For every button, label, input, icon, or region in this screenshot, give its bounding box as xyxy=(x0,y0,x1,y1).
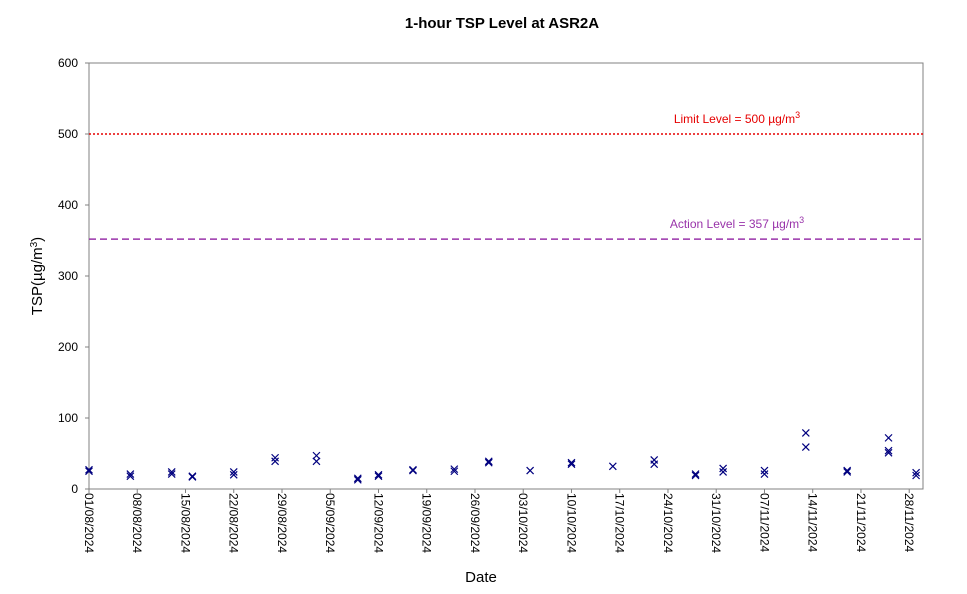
data-point xyxy=(843,466,852,475)
data-point xyxy=(167,470,176,479)
data-point xyxy=(526,466,535,475)
data-point xyxy=(229,470,238,479)
plot-area xyxy=(88,62,924,490)
data-point xyxy=(126,472,135,481)
y-axis-label: TSP(µg/m3) xyxy=(29,237,47,315)
data-point xyxy=(484,458,493,467)
data-point xyxy=(484,457,493,466)
data-point xyxy=(691,470,700,479)
x-tick-label: 19/09/2024 xyxy=(420,493,434,553)
x-tick-label: 05/09/2024 xyxy=(323,493,337,553)
data-point xyxy=(608,462,617,471)
data-point xyxy=(912,468,921,477)
data-point xyxy=(843,468,852,476)
data-points xyxy=(85,428,921,484)
data-point xyxy=(271,457,280,466)
reference-line-label-unit: µg/m xyxy=(772,217,799,231)
y-tick-label: 100 xyxy=(58,411,78,425)
x-tick-label: 10/10/2024 xyxy=(564,493,578,553)
x-tick-label: 15/08/2024 xyxy=(178,493,192,553)
data-point xyxy=(801,443,810,452)
x-tick-label: 21/11/2024 xyxy=(854,493,868,552)
y-axis-label-close: ) xyxy=(29,237,46,242)
x-tick-label: 14/11/2024 xyxy=(806,493,820,552)
y-axis-label-unit: µg/m xyxy=(29,247,46,281)
y-tick-label: 300 xyxy=(58,269,78,283)
data-point xyxy=(374,472,383,481)
x-tick-label: 22/08/2024 xyxy=(227,493,241,553)
x-tick-label: 12/09/2024 xyxy=(371,493,385,553)
x-axis-ticks: 01/08/2024 08/08/2024 15/08/2024 22/08/2024… xyxy=(82,489,916,553)
x-tick-label: 26/09/2024 xyxy=(468,493,482,553)
data-point xyxy=(85,467,93,476)
y-tick-label: 600 xyxy=(58,56,78,70)
data-point xyxy=(760,470,769,479)
x-tick-label: 31/10/2024 xyxy=(709,493,723,553)
data-point xyxy=(801,428,810,437)
data-point xyxy=(85,465,93,474)
x-tick-label: 07/11/2024 xyxy=(757,493,771,552)
y-tick-label: 500 xyxy=(58,127,78,141)
data-point xyxy=(884,446,893,455)
y-axis-label-main: TSP( xyxy=(29,281,46,315)
x-axis-label: Date xyxy=(465,569,497,586)
data-point xyxy=(760,466,769,475)
data-point xyxy=(567,460,576,469)
data-point xyxy=(188,473,197,481)
data-point xyxy=(450,465,459,474)
x-tick-label: 03/10/2024 xyxy=(516,493,530,553)
data-point xyxy=(691,471,700,480)
reference-line-label: Action Level = 357 µg/m3 xyxy=(670,215,804,231)
reference-line-label-main: Limit Level = 500 xyxy=(674,112,768,126)
y-axis-label-sup: 3 xyxy=(29,241,40,247)
x-tick-label: 08/08/2024 xyxy=(130,493,144,553)
data-point xyxy=(719,464,728,473)
data-point xyxy=(567,458,576,467)
chart-title: 1-hour TSP Level at ASR2A xyxy=(405,15,599,32)
data-point xyxy=(229,468,238,476)
reference-line-label-unit: µg/m xyxy=(768,112,795,126)
data-point xyxy=(126,470,135,479)
reference-line-label-sup: 3 xyxy=(795,110,800,120)
data-point xyxy=(353,475,362,484)
reference-line-label-main: Action Level = 357 xyxy=(670,217,772,231)
x-tick-label: 01/08/2024 xyxy=(82,493,96,553)
y-tick-label: 200 xyxy=(58,340,78,354)
data-point xyxy=(650,460,659,469)
data-point xyxy=(374,470,383,479)
reference-line-label: Limit Level = 500 µg/m3 xyxy=(674,110,800,126)
x-tick-label: 29/08/2024 xyxy=(275,493,289,553)
data-point xyxy=(409,466,417,475)
data-point xyxy=(167,468,176,476)
data-point xyxy=(884,433,893,442)
reference-line-label-sup: 3 xyxy=(799,215,804,225)
data-point xyxy=(271,453,280,462)
data-point xyxy=(884,448,893,457)
data-point xyxy=(719,468,728,476)
data-point xyxy=(312,451,321,460)
x-tick-label: 28/11/2024 xyxy=(902,493,916,552)
data-point xyxy=(353,474,362,483)
data-point xyxy=(450,467,459,476)
y-tick-label: 400 xyxy=(58,198,78,212)
data-point xyxy=(312,457,321,466)
y-tick-label: 0 xyxy=(71,482,78,496)
y-axis-ticks: 0 100 200 300 400 500 600 xyxy=(58,56,89,496)
x-tick-label: 17/10/2024 xyxy=(613,493,627,553)
x-tick-label: 24/10/2024 xyxy=(661,493,675,553)
data-point xyxy=(912,471,921,480)
